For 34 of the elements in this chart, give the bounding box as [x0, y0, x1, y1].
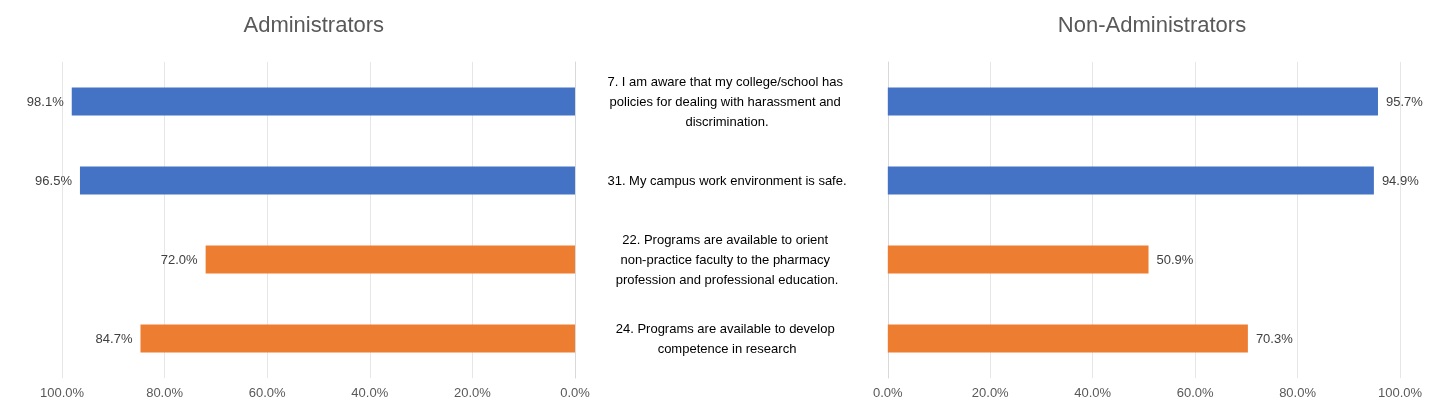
- bar: [887, 324, 1248, 353]
- bar: [887, 166, 1374, 195]
- x-tick-label: 80.0%: [146, 385, 184, 400]
- bar: [205, 245, 575, 274]
- data-label: 84.7%: [95, 331, 133, 346]
- x-tick-label: 20.0%: [971, 385, 1010, 400]
- data-label: 72.0%: [160, 252, 199, 267]
- x-tick-label: 60.0%: [248, 385, 287, 400]
- bar: [887, 245, 1149, 274]
- bar: [71, 87, 575, 116]
- y-tick-label: 31. My campus work environment is safe.: [607, 173, 847, 188]
- bar: [887, 87, 1378, 116]
- chart-title: Administrators: [243, 11, 385, 37]
- x-tick-label: 0.0%: [560, 385, 591, 400]
- data-label: 98.1%: [26, 94, 65, 109]
- y-tick-label: 7. I am aware that my college/school has policies for dealing with harassment and discrimination.: [607, 74, 847, 129]
- x-tick-label: 20.0%: [453, 385, 492, 400]
- chart-title: Non-Administrators: [1057, 11, 1247, 37]
- data-label: 95.7%: [1385, 94, 1424, 109]
- bar: [140, 324, 575, 353]
- data-label: 94.9%: [1381, 173, 1420, 188]
- x-tick-label: 80.0%: [1279, 385, 1317, 400]
- data-label: 70.3%: [1255, 331, 1294, 346]
- data-label: 96.5%: [35, 173, 73, 188]
- y-tick-label: 22. Programs are available to orient non-practice faculty to the pharmacy profession and professional education.: [615, 232, 839, 287]
- x-tick-label: 60.0%: [1176, 385, 1214, 400]
- y-tick-label: 24. Programs are available to develop competence in research: [615, 321, 839, 356]
- bar: [79, 166, 575, 195]
- x-tick-label: 40.0%: [351, 385, 389, 400]
- x-tick-label: 100.0%: [39, 385, 85, 400]
- data-label: 50.9%: [1156, 252, 1194, 267]
- x-tick-label: 40.0%: [1074, 385, 1112, 400]
- x-tick-label: 0.0%: [873, 385, 904, 400]
- x-tick-label: 100.0%: [1377, 385, 1423, 400]
